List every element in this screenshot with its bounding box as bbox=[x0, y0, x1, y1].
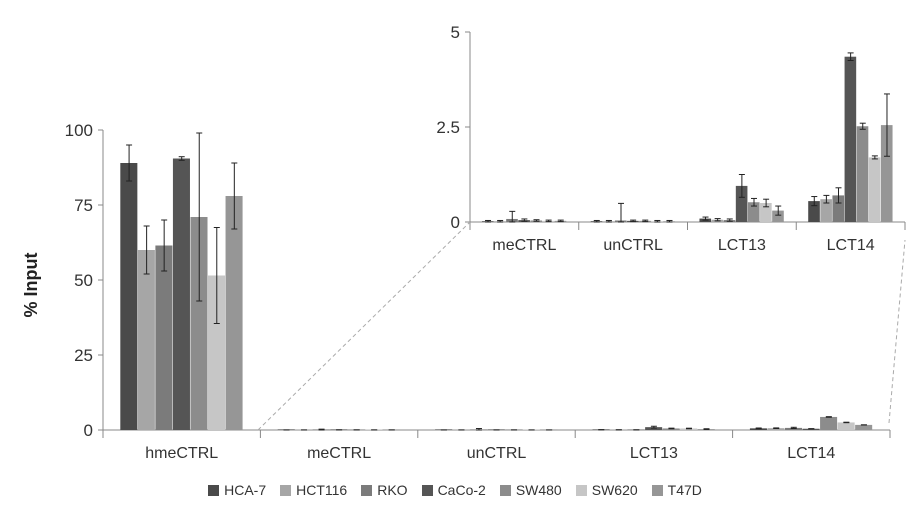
bar bbox=[120, 163, 138, 430]
y-tick-label: 0 bbox=[84, 421, 93, 440]
bar bbox=[820, 416, 838, 430]
y-axis-label: % Input bbox=[21, 253, 41, 318]
x-tick-label: LCT13 bbox=[630, 445, 678, 462]
bar bbox=[155, 245, 173, 430]
bar bbox=[868, 157, 881, 222]
bar bbox=[760, 203, 772, 222]
legend-label: RKO bbox=[377, 482, 408, 498]
bar bbox=[225, 196, 243, 430]
bar bbox=[856, 126, 869, 222]
legend-item: HCT116 bbox=[280, 482, 347, 498]
y-tick-label: 5 bbox=[451, 23, 460, 42]
legend-label: T47D bbox=[667, 482, 702, 498]
bar bbox=[172, 158, 190, 430]
y-tick-label: 2.5 bbox=[436, 118, 460, 137]
x-tick-label: unCTRL bbox=[467, 445, 527, 462]
bar bbox=[735, 185, 748, 222]
legend-item: SW480 bbox=[499, 482, 562, 498]
y-tick-label: 0 bbox=[451, 213, 460, 232]
legend-item: SW620 bbox=[575, 482, 638, 498]
zoom-line-left bbox=[257, 221, 471, 431]
bar bbox=[837, 422, 855, 430]
x-tick-label: hmeCTRL bbox=[145, 445, 218, 462]
zoom-line-right bbox=[888, 239, 906, 424]
bar bbox=[844, 56, 857, 223]
legend-item: T47D bbox=[651, 482, 702, 498]
x-tick-label: meCTRL bbox=[492, 237, 556, 254]
legend-label: SW620 bbox=[591, 482, 638, 498]
y-tick-label: 50 bbox=[74, 271, 93, 290]
y-tick-label: 75 bbox=[74, 196, 93, 215]
legend-label: SW480 bbox=[515, 482, 562, 498]
legend-label: CaCo-2 bbox=[437, 482, 486, 498]
bar bbox=[190, 217, 208, 430]
zoom-lines bbox=[257, 221, 906, 431]
x-tick-label: LCT14 bbox=[787, 445, 835, 462]
legend-swatch bbox=[361, 484, 373, 496]
bar bbox=[832, 195, 845, 222]
inset-plot: 0 2.5 5 meCTRL unCTRL LCT13 LCT14 bbox=[436, 23, 906, 254]
bar bbox=[645, 427, 663, 430]
bar bbox=[802, 428, 820, 430]
legend-item: CaCo-2 bbox=[421, 482, 486, 498]
y-tick-label: 100 bbox=[65, 121, 93, 140]
legend-swatch bbox=[575, 484, 587, 496]
legend-swatch bbox=[208, 484, 220, 496]
bar bbox=[772, 210, 784, 222]
x-tick-label: meCTRL bbox=[307, 445, 371, 462]
legend-swatch bbox=[421, 484, 433, 496]
y-tick-label: 25 bbox=[74, 346, 93, 365]
x-tick-label: LCT14 bbox=[827, 237, 875, 254]
legend-item: HCA-7 bbox=[208, 482, 266, 498]
x-tick-label: unCTRL bbox=[603, 237, 663, 254]
bar bbox=[747, 202, 760, 222]
bar bbox=[767, 428, 785, 430]
bar bbox=[208, 275, 226, 430]
legend-swatch bbox=[499, 484, 511, 496]
legend-label: HCT116 bbox=[296, 482, 348, 498]
legend-label: HCA-7 bbox=[224, 482, 267, 498]
bar bbox=[808, 201, 820, 222]
bar bbox=[820, 199, 832, 222]
x-tick-label: LCT13 bbox=[718, 237, 766, 254]
legend-swatch bbox=[280, 484, 292, 496]
bar bbox=[855, 424, 873, 430]
bar bbox=[880, 125, 893, 222]
main-plot: 0 25 50 75 100 hmeCTRL meCTRL unCTRL LCT13 LCT14%… bbox=[21, 121, 891, 462]
legend: HCA-7 HCT116 RKO CaCo-2 SW480 SW620 T47D bbox=[0, 482, 910, 498]
legend-swatch bbox=[651, 484, 663, 496]
bar bbox=[137, 250, 155, 430]
legend-item: RKO bbox=[361, 482, 408, 498]
